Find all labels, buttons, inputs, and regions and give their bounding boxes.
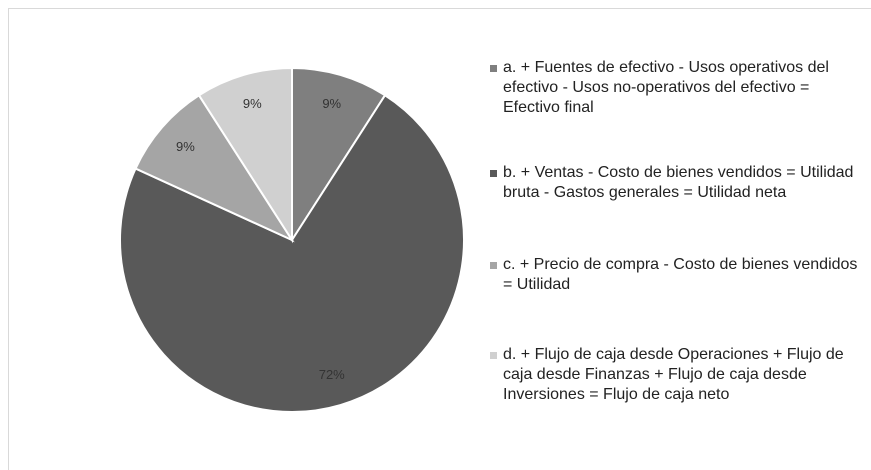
slice-label: 72% [319, 367, 345, 382]
legend-entry: d. + Flujo de caja desde Operaciones + F… [490, 345, 860, 405]
legend-label: c. + Precio de compra - Costo de bienes … [503, 256, 858, 293]
pie-slice [119, 93, 465, 413]
legend-swatch [490, 170, 497, 177]
pie-slice [197, 66, 293, 244]
slice-label: 9% [243, 96, 262, 111]
legend-label: a. + Fuentes de efectivo - Usos operativ… [503, 59, 829, 116]
slice-label: 9% [176, 139, 195, 154]
legend-swatch [490, 65, 497, 72]
slice-label: 9% [322, 96, 341, 111]
legend-label: b. + Ventas - Costo de bienes vendidos =… [503, 164, 854, 201]
pie-slice [291, 66, 387, 244]
legend-label: d. + Flujo de caja desde Operaciones + F… [503, 346, 844, 403]
pie-slice [134, 93, 295, 243]
legend-entry: b. + Ventas - Costo de bienes vendidos =… [490, 163, 860, 203]
chart-border [8, 8, 871, 470]
legend-entry: c. + Precio de compra - Costo de bienes … [490, 255, 860, 295]
legend-swatch [490, 262, 497, 269]
legend-entry: a. + Fuentes de efectivo - Usos operativ… [490, 58, 860, 118]
legend-swatch [490, 352, 497, 359]
